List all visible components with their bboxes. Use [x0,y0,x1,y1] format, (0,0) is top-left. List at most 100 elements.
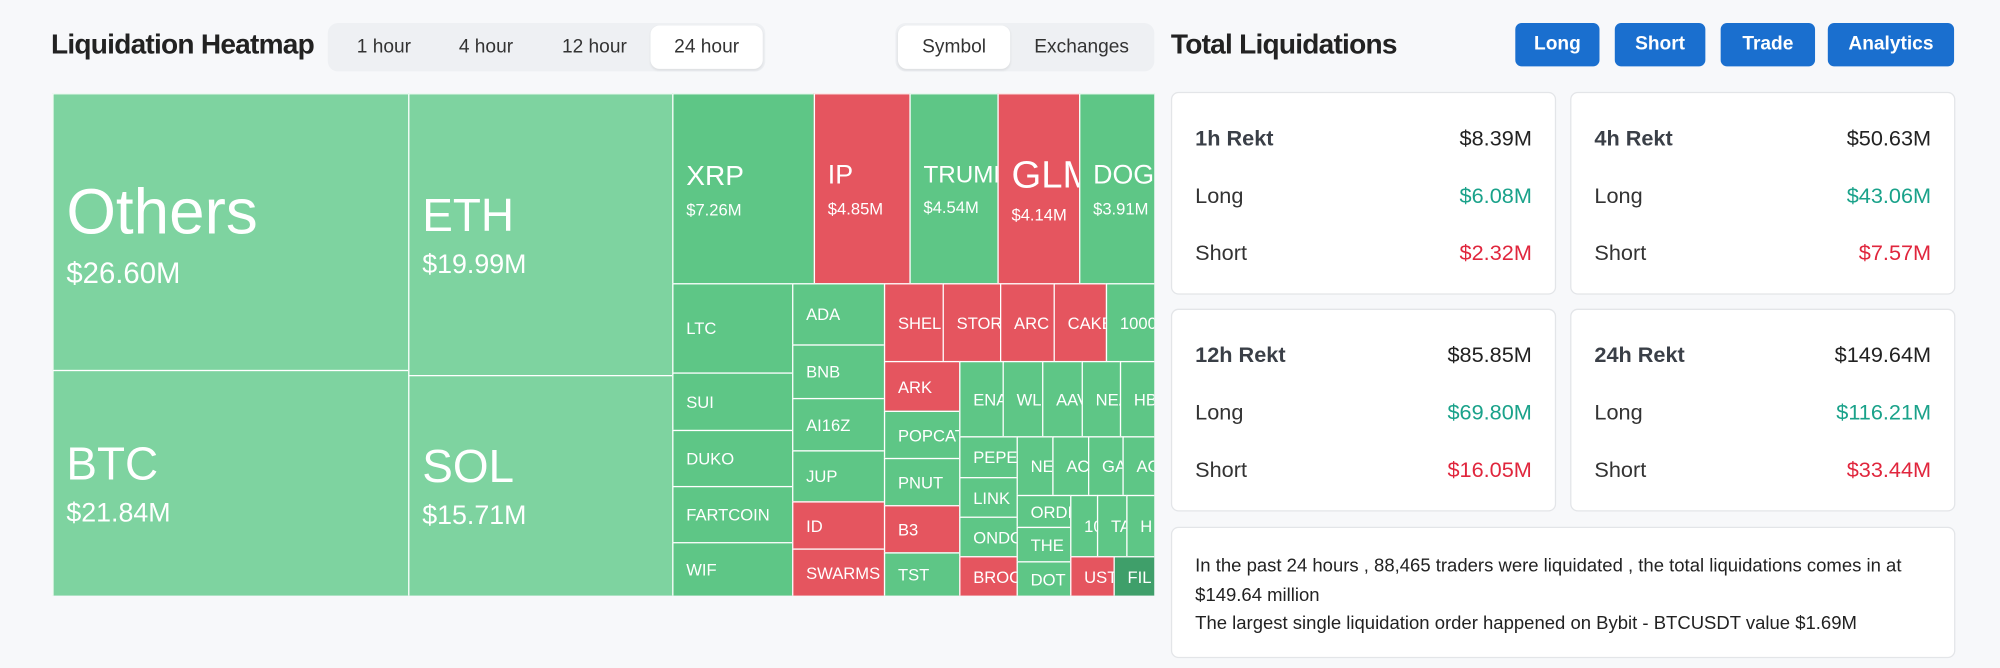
heatmap-cell[interactable]: AAVE [1042,360,1083,438]
cell-label: GLM [1011,153,1079,196]
heatmap-cell[interactable]: NE [1016,436,1054,497]
heatmap-cell[interactable]: TRUMP $4.54M [909,93,999,285]
card-title: 4h Rekt [1594,126,1673,151]
heatmap-cell[interactable]: FARTCOIN [672,485,794,544]
heatmap-cell[interactable]: LINK [959,477,1018,518]
time-tab[interactable]: 1 hour [356,35,412,58]
card-row: Long $116.21M [1594,401,1931,427]
cell-label: THE [1030,535,1064,555]
row-value: $6.08M [1459,183,1532,208]
cell-label: PEPE [973,447,1018,467]
view-tab[interactable]: Exchanges [1034,35,1129,58]
heatmap-cell[interactable]: AC [1122,436,1155,497]
heatmap-cell[interactable]: DOGE $3.91M [1079,93,1155,285]
cell-label: AI16Z [806,415,851,435]
button[interactable]: Short [1614,22,1706,67]
heatmap-cell[interactable]: Others $26.60M [52,93,410,372]
heatmap-cell[interactable]: SWARMS [792,548,886,596]
cell-label: POPCAT [897,425,961,445]
cell-label: ETH [422,188,515,242]
summary-line: In the past 24 hours , 88,465 traders we… [1195,556,1902,606]
cell-value: $4.85M [827,198,884,218]
heatmap-cell[interactable]: ORDI [1016,494,1072,529]
heatmap-cell[interactable]: CAKE [1053,283,1108,363]
heatmap-cell[interactable]: ETH $19.99M [408,93,674,377]
cell-label: GA [1102,456,1124,476]
cell-label: AC [1066,456,1090,476]
heatmap-cell[interactable]: ID [792,501,886,550]
button[interactable]: Analytics [1827,22,1955,67]
heatmap-cell[interactable]: 1000 [1105,283,1155,363]
heatmap-cell[interactable]: B3 [883,505,961,554]
heatmap-cell[interactable]: THE [1016,526,1072,563]
heatmap-cell[interactable]: H [1126,494,1155,558]
cell-label: ARK [897,376,933,397]
heatmap-cell[interactable]: WIF [672,542,794,596]
heatmap-cell[interactable]: ARC [999,283,1055,363]
card-total: $50.63M [1846,126,1932,151]
heatmap-cell[interactable]: LTC [672,283,794,374]
cell-label: TA [1110,516,1126,536]
card-header: 24h Rekt $149.64M [1594,343,1931,369]
card-row: Long $43.06M [1594,184,1931,210]
heatmap-cell[interactable]: GLM $4.14M [997,93,1081,285]
cell-value: $4.54M [923,197,979,217]
card-header: 12h Rekt $85.85M [1195,343,1532,369]
cell-value: $26.60M [66,255,181,289]
heatmap-cell[interactable]: JUP [792,450,886,503]
heatmap-cell[interactable]: TST [883,552,961,596]
heatmap-cell[interactable]: AI16Z [792,397,886,452]
card-header: 4h Rekt $50.63M [1594,126,1931,152]
heatmap-title: Liquidation Heatmap [51,28,315,60]
cell-label: DOGE [1093,160,1155,190]
heatmap-cell[interactable]: SOL $15.71M [408,374,674,596]
heatmap-cell[interactable]: UST [1070,556,1115,596]
cell-label: ARC [1014,313,1050,333]
button[interactable]: Long [1515,22,1600,67]
cell-label: SOL [422,440,515,493]
heatmap-cell[interactable]: DOT [1016,561,1072,596]
heatmap-cell[interactable]: PEPE [959,436,1018,479]
heatmap-cell[interactable]: WLD [1002,360,1044,438]
cell-label: HBAR [1133,389,1154,409]
time-tab[interactable]: 4 hour [458,35,514,58]
heatmap-cell[interactable]: SHELL [883,283,944,363]
card-row: Short $7.57M [1594,241,1931,267]
heatmap-cell[interactable]: SUI [672,372,794,432]
cell-label: FIL [1127,566,1152,587]
heatmap-cell[interactable]: IP $4.85M [813,93,911,285]
heatmap-cell[interactable]: AC [1052,436,1090,497]
cell-label: H [1140,516,1153,536]
heatmap-cell[interactable]: POPCAT [883,410,961,460]
heatmap-cell[interactable]: GA [1088,436,1124,497]
heatmap-cell[interactable]: BROC [959,556,1018,596]
heatmap-cell[interactable]: XRP $7.26M [672,93,816,285]
heatmap-cell[interactable]: ARK [883,360,961,412]
heatmap-cell[interactable]: TA [1096,494,1128,558]
heatmap-cell[interactable]: DUKO [672,429,794,488]
time-tab[interactable]: 12 hour [561,35,627,58]
card-total: $85.85M [1447,343,1532,368]
cell-label: 10 [1084,516,1097,536]
cell-label: AC [1136,456,1154,476]
heatmap-cell[interactable]: FIL [1113,556,1155,596]
cell-label: PNUT [897,472,944,492]
button[interactable]: Trade [1720,22,1816,67]
heatmap-cell[interactable]: ADA [792,283,886,346]
view-tab[interactable]: Symbol [897,25,1011,69]
cell-label: SWARMS [806,563,881,583]
heatmap-cell[interactable]: ONDO [959,516,1018,558]
heatmap-cell[interactable]: BTC $21.84M [52,369,410,596]
row-value: $43.06M [1846,183,1932,208]
card-row: Long $69.80M [1195,401,1532,427]
cell-label: UST [1084,566,1115,587]
time-tab[interactable]: 24 hour [650,25,763,69]
heatmap-cell[interactable]: 10 [1070,494,1099,558]
heatmap-cell[interactable]: STOR [942,283,1002,363]
heatmap-cell[interactable]: ENA [959,360,1004,438]
heatmap-cell[interactable]: HBAR [1119,360,1155,438]
heatmap-cell[interactable]: NEAR [1081,360,1122,438]
heatmap-cell[interactable]: PNUT [883,457,961,507]
heatmap-cell[interactable]: BNB [792,344,886,400]
row-label: Short [1594,457,1647,483]
